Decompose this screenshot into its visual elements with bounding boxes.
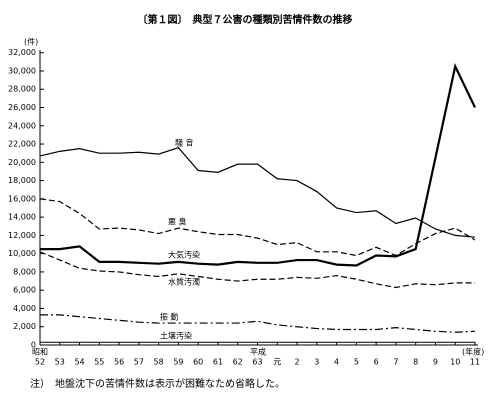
x-tick-label: 55 (94, 358, 104, 367)
x-tick-label: 56 (114, 358, 124, 367)
note: 注） 地盤沈下の苦情件数は表示が困難なため省略した。 (30, 377, 285, 390)
y-tick-label: 30,000 (8, 66, 36, 75)
series-label: 振 動 (160, 312, 179, 322)
series-line (39, 198, 476, 257)
y-tick-label: 0 (31, 341, 36, 350)
x-tick-label: 3 (314, 358, 319, 367)
y-tick-label: 16,000 (8, 194, 36, 203)
y-tick-label: 26,000 (8, 103, 36, 112)
x-tick-label: 60 (193, 358, 203, 367)
x-tick-label: 61 (213, 358, 223, 367)
x-tick-label: 7 (393, 358, 398, 367)
x-tick-label: 9 (433, 358, 438, 367)
era-label: 昭和 (32, 348, 48, 357)
x-tick-label: 59 (173, 358, 183, 367)
x-tick-label: 54 (74, 358, 84, 367)
y-tick-label: 20,000 (8, 158, 36, 167)
y-tick-label: 6,000 (13, 286, 36, 295)
series-label: 悪 臭 (168, 217, 187, 227)
x-tick-label: 元 (273, 358, 281, 367)
y-tick-label: 18,000 (8, 176, 36, 185)
series-label: 大気汚染 (168, 250, 200, 260)
x-tick-label: 10 (450, 358, 460, 367)
y-tick-label: 4,000 (13, 304, 36, 313)
x-tick-label: 52 (35, 358, 45, 367)
era-label: 平成 (250, 347, 266, 357)
series-label: 騒 音 (175, 138, 194, 148)
x-tick-label: 6 (374, 358, 379, 367)
x-tick-label: 57 (134, 358, 144, 367)
y-tick-label: 12,000 (8, 231, 36, 240)
y-tick-label: 22,000 (8, 140, 36, 149)
y-unit: (件) (24, 37, 38, 47)
chart-title: 〔第１図〕 典型７公害の種類別苦情件数の推移 (138, 13, 353, 26)
x-tick-label: 5 (354, 358, 359, 367)
y-tick-label: 8,000 (13, 267, 36, 276)
x-tick-label: 58 (154, 358, 164, 367)
x-tick-label: 11 (470, 358, 480, 367)
x-tick-label: 8 (413, 358, 418, 367)
x-tick-label: 4 (334, 358, 339, 367)
y-tick-label: 10,000 (8, 249, 36, 258)
series-label: 土壌汚染 (160, 331, 192, 341)
x-unit: (年度) (462, 347, 484, 357)
y-tick-label: 2,000 (13, 322, 36, 331)
series-label: 水質汚濁 (168, 277, 200, 287)
x-tick-label: 63 (252, 358, 262, 367)
series-line (40, 63, 476, 267)
x-tick-label: 62 (233, 358, 243, 367)
y-tick-label: 24,000 (8, 121, 36, 130)
series-line (39, 147, 476, 238)
x-tick-label: 2 (294, 358, 299, 367)
y-tick-label: 32,000 (8, 48, 36, 57)
series-line (40, 314, 476, 333)
y-tick-label: 14,000 (8, 213, 36, 222)
y-tick-label: 28,000 (8, 85, 36, 94)
series-line (39, 251, 475, 289)
x-tick-label: 53 (55, 358, 65, 367)
